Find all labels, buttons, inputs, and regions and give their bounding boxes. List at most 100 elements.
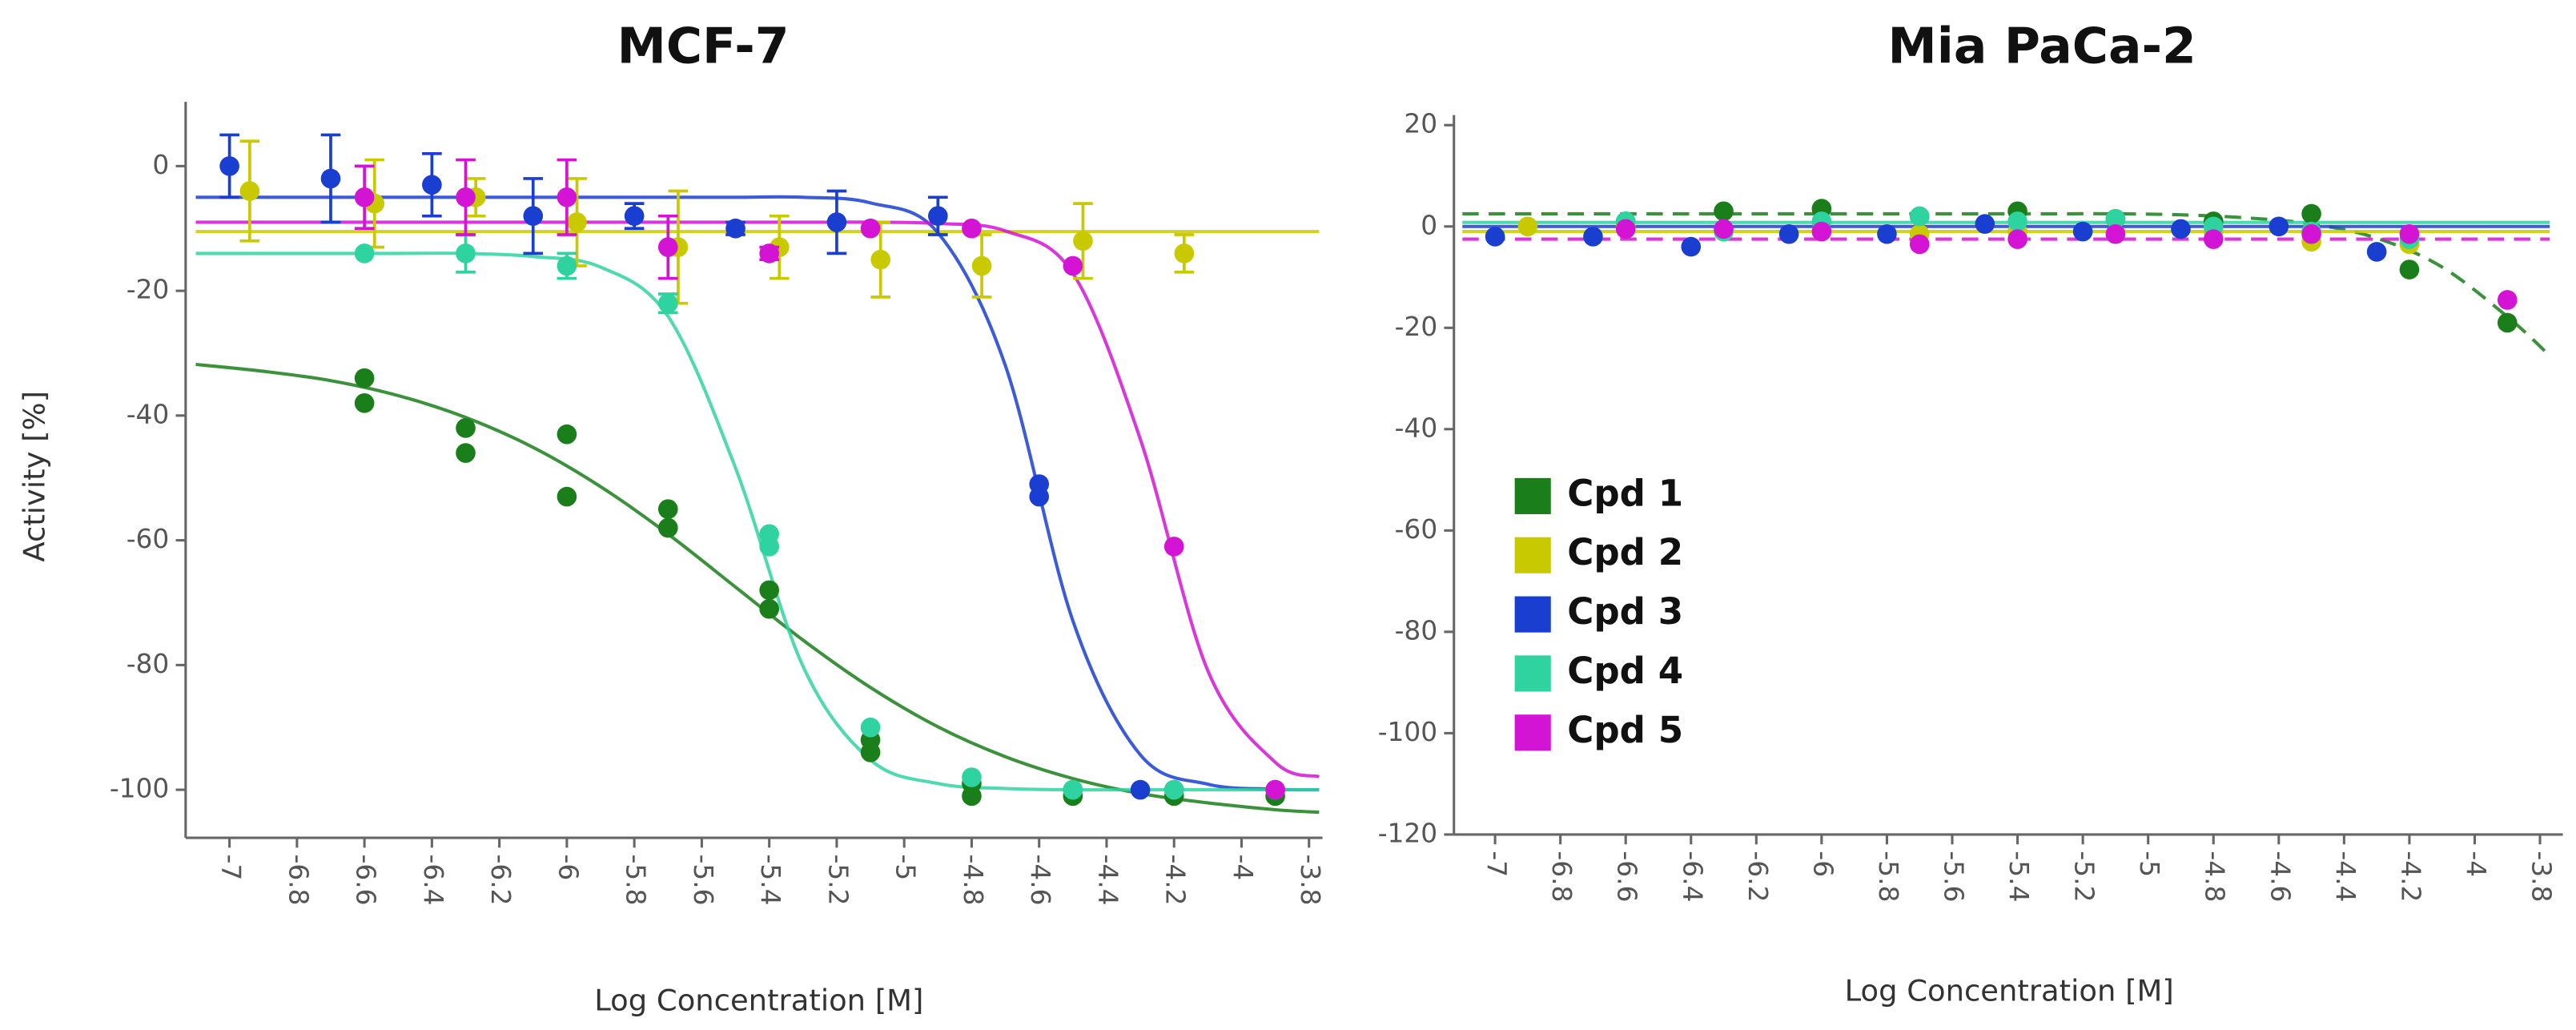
- x-tick-label: -5.4: [755, 855, 786, 906]
- data-point: [826, 212, 847, 232]
- data-point: [354, 187, 375, 207]
- data-point: [1615, 219, 1636, 239]
- x-tick-label: -6.8: [283, 855, 313, 906]
- data-point: [1063, 779, 1083, 800]
- x-tick-label: -6.6: [351, 855, 381, 906]
- data-point: [2072, 221, 2093, 242]
- data-point: [2105, 208, 2126, 229]
- data-point: [1073, 231, 1093, 251]
- x-tick-label: -7: [215, 855, 246, 881]
- y-tick-label: -80: [127, 649, 170, 679]
- data-point: [624, 206, 645, 226]
- chart-panel: MCF-7 Activity [%] Log Concentration [M] -1…: [18, 18, 1326, 1018]
- data-point: [523, 206, 544, 226]
- x-tick-label: -5.6: [1939, 851, 1969, 902]
- y-tick-label: -100: [1378, 717, 1437, 747]
- plot-area: [1462, 199, 2551, 357]
- y-tick-label: 0: [152, 150, 169, 180]
- legend-swatch: [1514, 596, 1551, 633]
- data-point: [1163, 779, 1184, 800]
- x-tick-label: -4.2: [1160, 855, 1191, 906]
- data-point: [2366, 242, 2387, 262]
- x-axis-label: Log Concentration [M]: [594, 984, 923, 1018]
- x-tick-label: -6.2: [485, 855, 516, 906]
- x-tick-label: -6.2: [1742, 851, 1773, 902]
- data-point: [2007, 211, 2027, 231]
- data-point: [657, 517, 678, 538]
- x-tick-label: -6.6: [1612, 851, 1642, 902]
- data-point: [422, 175, 442, 195]
- y-axis-label: Activity [%]: [18, 391, 52, 562]
- data-point: [1029, 486, 1050, 507]
- data-point: [2399, 260, 2420, 280]
- x-tick-label: -4.8: [958, 855, 988, 906]
- data-point: [860, 742, 881, 762]
- x-tick-label: -5.2: [2069, 851, 2100, 902]
- data-point: [759, 243, 779, 264]
- x-tick-label: -5.6: [688, 855, 718, 906]
- y-tick-label: -80: [1395, 615, 1438, 646]
- legend-label: Cpd 3: [1567, 590, 1683, 633]
- data-point: [456, 443, 476, 463]
- data-point: [1714, 219, 1734, 239]
- x-tick-label: -4.2: [2395, 851, 2425, 902]
- fit-curve: [195, 220, 1320, 779]
- fit-curve: [195, 362, 1320, 815]
- y-tick-label: -120: [1378, 818, 1437, 848]
- data-point: [557, 187, 577, 207]
- x-tick-label: -4.6: [1025, 855, 1055, 906]
- x-tick-label: -4.4: [2330, 851, 2361, 902]
- legend-swatch: [1514, 477, 1551, 514]
- y-tick-label: -20: [1395, 312, 1438, 342]
- data-point: [2301, 223, 2321, 244]
- data-point: [1063, 255, 1083, 276]
- data-point: [557, 424, 577, 445]
- legend-swatch: [1514, 537, 1551, 573]
- data-point: [657, 237, 678, 257]
- data-point: [1681, 236, 1702, 257]
- x-tick-label: -6: [1807, 851, 1838, 877]
- y-tick-label: 0: [1421, 210, 1437, 240]
- data-point: [456, 187, 476, 207]
- x-tick-label: -4.8: [2200, 851, 2230, 902]
- x-tick-label: -5.4: [2003, 851, 2034, 902]
- data-point: [456, 418, 476, 438]
- fit-curve: [195, 195, 1320, 792]
- data-point: [1130, 779, 1151, 800]
- y-tick-label: -100: [110, 774, 169, 804]
- y-tick-label: -60: [127, 524, 170, 554]
- data-point: [557, 255, 577, 276]
- data-point: [1909, 234, 1930, 255]
- data-point: [1265, 779, 1285, 800]
- data-point: [759, 598, 779, 619]
- data-point: [962, 767, 982, 787]
- legend-label: Cpd 4: [1567, 650, 1683, 692]
- data-point: [2007, 229, 2027, 249]
- x-tick-label: -6: [553, 855, 583, 881]
- data-point: [928, 206, 948, 226]
- data-point: [1163, 537, 1184, 557]
- data-point: [1583, 227, 1603, 247]
- legend-label: Cpd 5: [1567, 709, 1683, 751]
- data-point: [1174, 243, 1195, 264]
- data-point: [725, 218, 745, 239]
- legend-swatch: [1514, 655, 1551, 692]
- fit-curve: [195, 251, 1320, 792]
- data-point: [962, 218, 982, 239]
- data-point: [354, 392, 375, 413]
- data-point: [1714, 201, 1734, 222]
- data-point: [320, 168, 341, 189]
- data-point: [860, 218, 881, 239]
- data-point: [2399, 223, 2420, 244]
- data-point: [2269, 216, 2289, 237]
- legend-label: Cpd 2: [1567, 531, 1683, 573]
- data-point: [1778, 223, 1799, 244]
- data-point: [557, 486, 577, 507]
- data-point: [657, 293, 678, 313]
- data-point: [962, 786, 982, 807]
- x-tick-label: -5: [890, 855, 921, 881]
- data-point: [354, 368, 375, 388]
- data-point: [2497, 312, 2518, 333]
- chart-title: MCF-7: [617, 18, 790, 75]
